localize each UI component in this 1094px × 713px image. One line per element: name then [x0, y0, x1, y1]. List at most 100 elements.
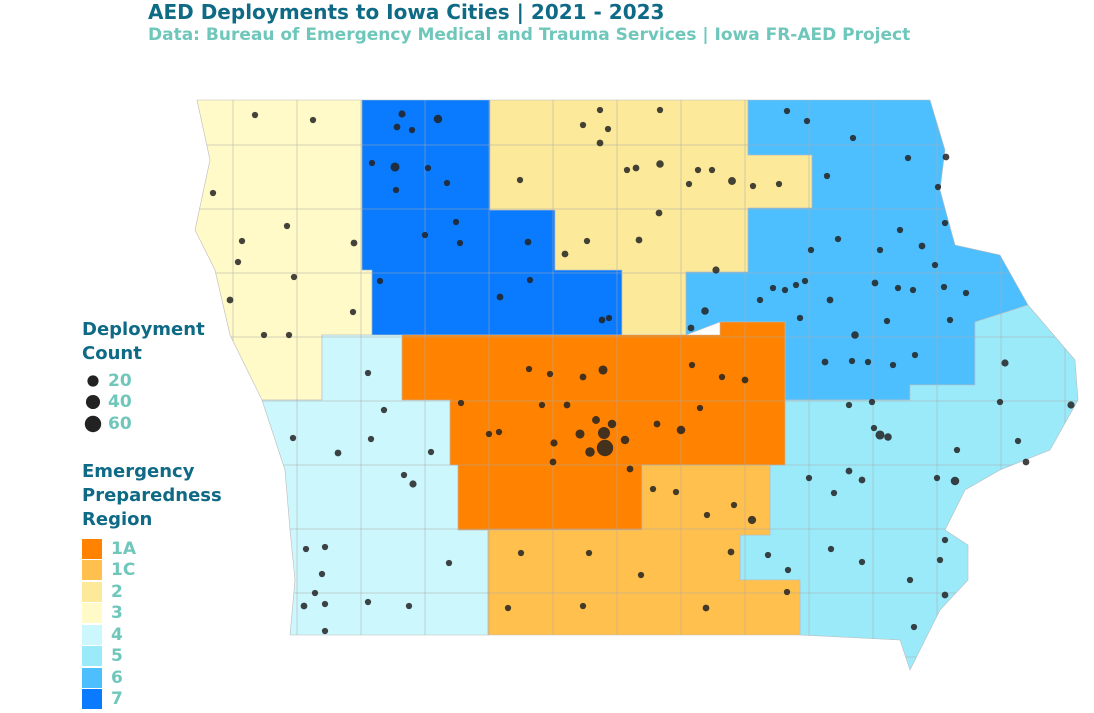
city-dot [849, 134, 857, 142]
city-dot [694, 166, 702, 174]
city-dot [596, 106, 604, 114]
city-dot [525, 365, 533, 373]
city-dot [801, 277, 809, 285]
city-dot [234, 258, 242, 266]
city-dot [931, 261, 939, 269]
size-legend-symbol [87, 375, 99, 387]
city-dot [792, 281, 800, 289]
city-dot [796, 314, 804, 322]
city-dot [876, 246, 884, 254]
size-legend-title: Deployment Count [82, 319, 205, 364]
city-dot [579, 602, 587, 610]
city-dot [585, 447, 595, 457]
city-dot [585, 549, 593, 557]
city-dot [727, 548, 735, 556]
city-dot [550, 439, 558, 447]
region-legend-item: 6 [82, 667, 136, 689]
city-dot [405, 602, 413, 610]
city-dot [764, 551, 772, 559]
city-dot [563, 401, 571, 409]
region-swatch [82, 581, 102, 602]
region-legend-label: 4 [111, 624, 123, 645]
region-legend-item: 4 [82, 624, 136, 646]
city-dot [830, 489, 838, 497]
city-dot [538, 401, 546, 409]
city-dot [875, 430, 885, 440]
city-dot [424, 164, 432, 172]
city-dot [400, 471, 408, 479]
title: AED Deployments to Iowa Cities | 2021 - … [148, 0, 665, 24]
city-dot [368, 159, 376, 167]
city-dot [1022, 458, 1030, 466]
size-legend-label: 40 [108, 392, 132, 413]
city-dot [456, 239, 464, 247]
region-legend-title: Emergency Preparedness Region [82, 461, 222, 530]
region-legend-item: 1A [82, 538, 136, 560]
city-dot [398, 110, 406, 118]
city-dot [941, 591, 949, 599]
city-dot [934, 183, 942, 191]
city-dot [290, 273, 298, 281]
city-dot [805, 474, 813, 482]
city-dot [784, 566, 792, 574]
city-dot [408, 126, 416, 134]
size-legend-item: 60 [84, 413, 132, 435]
city-dot [906, 576, 914, 584]
city-dot [321, 627, 329, 635]
city-dot [904, 154, 912, 162]
city-dot [289, 434, 297, 442]
region-legend: 1A 1C 2 3 4 5 6 7 [82, 538, 136, 710]
city-dot [688, 361, 696, 369]
city-dot [495, 428, 503, 436]
city-dot [858, 558, 866, 566]
city-dot [868, 398, 876, 406]
city-dot [485, 430, 493, 438]
city-dot [889, 361, 897, 369]
city-dot [656, 106, 664, 114]
city-dot [702, 604, 710, 612]
city-dot [302, 545, 310, 553]
city-dot [637, 571, 645, 579]
city-dot [918, 242, 926, 250]
city-dot [769, 284, 777, 292]
city-dot [884, 433, 892, 441]
city-dot [427, 448, 435, 456]
city-dot [696, 404, 704, 412]
city-dot [596, 439, 614, 457]
city-dot [936, 556, 944, 564]
region-legend-label: 3 [111, 603, 123, 624]
city-dot [620, 435, 630, 445]
city-dot [517, 549, 525, 557]
region-legend-item: 5 [82, 646, 136, 668]
city-dot [940, 283, 948, 291]
size-legend: 20 40 60 [84, 370, 132, 435]
city-dot [845, 467, 853, 475]
city-dot [962, 289, 970, 297]
region-swatch [82, 538, 102, 559]
city-dot [285, 331, 293, 339]
city-dot [549, 458, 557, 466]
city-dot [635, 236, 643, 244]
city-dot [718, 373, 726, 381]
city-dot [1001, 359, 1009, 367]
city-dot [712, 266, 720, 274]
region-legend-label: 2 [111, 581, 123, 602]
city-dot [504, 604, 512, 612]
city-dot [596, 139, 604, 147]
size-legend-circle [87, 375, 99, 387]
city-dot [950, 476, 960, 486]
city-dot [226, 296, 234, 304]
city-dot [598, 365, 608, 375]
city-dot [909, 286, 917, 294]
city-dot [516, 176, 524, 184]
city-dot [749, 182, 757, 190]
size-legend-item: 20 [84, 370, 132, 392]
city-dot [311, 589, 319, 597]
city-dot [946, 316, 954, 324]
region-legend-item: 3 [82, 603, 136, 625]
city-dot [604, 125, 612, 133]
city-dot [851, 331, 859, 339]
city-dot [649, 485, 657, 493]
city-dot [953, 446, 961, 454]
